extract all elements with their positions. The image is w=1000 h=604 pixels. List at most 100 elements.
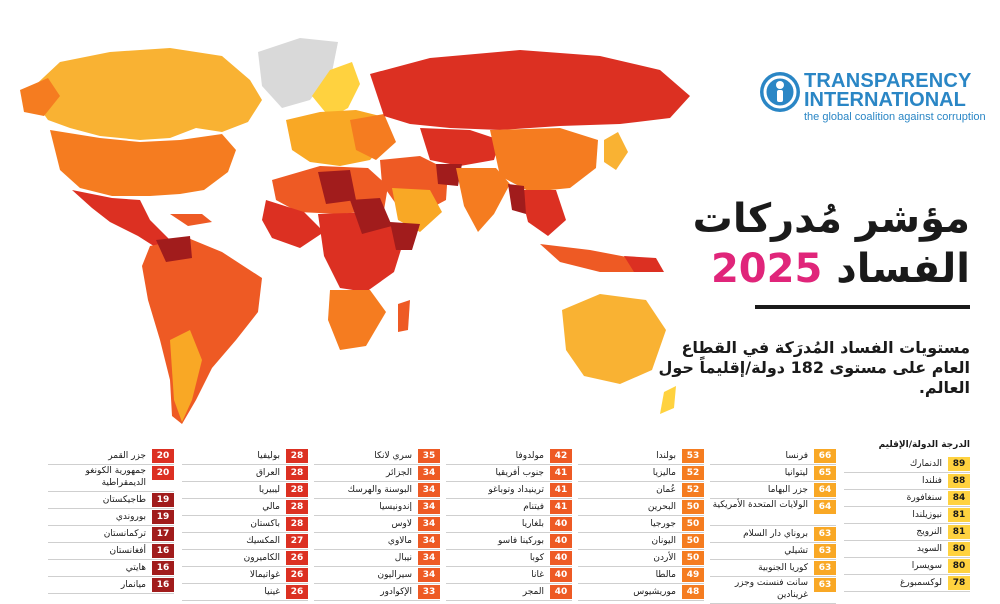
score-row: 26 غينيا (182, 584, 308, 601)
score-badge: 50 (682, 517, 704, 531)
arabia-region (392, 188, 442, 232)
chile-argentina-region (170, 330, 202, 422)
score-row: 63 سانت فنسنت وجزر غرينادين (710, 577, 836, 604)
logo-line-2: INTERNATIONAL (804, 89, 966, 111)
score-badge: 63 (814, 544, 836, 558)
country-name: جمهورية الكونغو الديمقراطية (85, 466, 146, 488)
score-row: 84 سنغافورة (844, 490, 970, 507)
score-badge: 33 (418, 585, 440, 599)
score-badge: 34 (418, 466, 440, 480)
score-row: 34 مالاوي (314, 533, 440, 550)
score-badge: 52 (682, 466, 704, 480)
score-row: 63 تشيلي (710, 543, 836, 560)
score-row: 48 موريشيوس (578, 584, 704, 601)
caribbean-region (170, 214, 212, 226)
page-title-line-1: مؤشر مُدركات (692, 196, 970, 242)
country-name: جزر القمر (108, 451, 146, 461)
country-name: تركمانستان (103, 529, 146, 539)
score-row: 52 ماليزيا (578, 465, 704, 482)
score-badge: 34 (418, 551, 440, 565)
score-badge: 28 (286, 466, 308, 480)
country-name: موريشيوس (633, 587, 676, 597)
country-name: ليتوانيا (784, 468, 808, 478)
score-row: 28 العراق (182, 465, 308, 482)
score-row: 50 اليونان (578, 533, 704, 550)
score-badge: 26 (286, 568, 308, 582)
japan-region (604, 132, 628, 170)
country-name: غينيا (264, 587, 280, 597)
country-name: مالاوي (387, 536, 412, 546)
south-america-region (142, 238, 262, 424)
transparency-international-logo: TRANSPARENCY INTERNATIONAL the global co… (760, 68, 986, 128)
country-name: مالي (262, 502, 280, 512)
country-name: بوروندي (115, 512, 146, 522)
score-badge: 53 (682, 449, 704, 463)
country-name: كوبا (529, 553, 544, 563)
myanmar-region (508, 184, 526, 214)
score-badge: 41 (550, 500, 572, 514)
score-row: 34 إندونيسيا (314, 499, 440, 516)
score-badge: 66 (814, 449, 836, 463)
scandinavia-region (312, 62, 360, 118)
score-badge: 52 (682, 483, 704, 497)
country-name: مولدوفا (515, 451, 544, 461)
score-row: 52 عُمان (578, 482, 704, 499)
score-row: 34 سيراليون (314, 567, 440, 584)
score-badge: 50 (682, 551, 704, 565)
score-row: 49 مالطا (578, 567, 704, 584)
country-name: فيتنام (523, 502, 544, 512)
score-badge: 64 (814, 500, 836, 514)
score-row: 41 جنوب أفريقيا (446, 465, 572, 482)
logo-tagline: the global coalition against corruption (804, 111, 986, 123)
score-row: 28 ليبيريا (182, 482, 308, 499)
country-name: باكستان (250, 519, 280, 529)
score-badge: 28 (286, 449, 308, 463)
score-row: 50 البحرين (578, 499, 704, 516)
score-row: 16 أفغانستان (48, 543, 174, 560)
score-badge: 40 (550, 534, 572, 548)
score-row: 65 ليتوانيا (710, 465, 836, 482)
russia-region (370, 50, 690, 130)
score-row: 34 لاوس (314, 516, 440, 533)
score-badge: 50 (682, 500, 704, 514)
score-badge: 28 (286, 483, 308, 497)
score-row: 16 هايتي (48, 560, 174, 577)
country-name: الجزائر (386, 468, 412, 478)
score-row: 53 بولندا (578, 448, 704, 465)
score-badge: 40 (550, 551, 572, 565)
score-badge: 81 (948, 525, 970, 539)
country-name: نيبال (394, 553, 412, 563)
table-header: الدرجة الدولة/الإقليم (878, 440, 970, 450)
country-name: بروناي دار السلام (743, 529, 808, 539)
score-row: 41 فيتنام (446, 499, 572, 516)
score-row: 17 تركمانستان (48, 526, 174, 543)
score-row: 88 فنلندا (844, 473, 970, 490)
score-column: 66 فرنسا 65 ليتوانيا 64 جزر البهاما 64 الولايات… (710, 448, 836, 604)
score-badge: 20 (152, 466, 174, 480)
score-row: 28 باكستان (182, 516, 308, 533)
alaska-region (20, 78, 60, 116)
score-badge: 48 (682, 585, 704, 599)
score-row: 20 جزر القمر (48, 448, 174, 465)
country-name: أفغانستان (109, 546, 147, 556)
logo-line-1: TRANSPARENCY (804, 70, 972, 92)
venezuela-region (156, 236, 192, 262)
country-name: سانت فنسنت وجزر غرينادين (734, 578, 808, 600)
score-badge: 80 (948, 559, 970, 573)
country-name: سري لانكا (374, 451, 412, 461)
country-name: كوريا الجنوبية (758, 563, 808, 573)
score-row: 26 الكاميرون (182, 550, 308, 567)
score-row: 66 فرنسا (710, 448, 836, 465)
score-badge: 88 (948, 474, 970, 488)
country-name: غانا (531, 570, 544, 580)
score-badge: 64 (814, 483, 836, 497)
score-row: 28 مالي (182, 499, 308, 516)
score-badge: 17 (152, 527, 174, 541)
score-row: 33 الإكوادور (314, 584, 440, 601)
country-name: إندونيسيا (379, 502, 412, 512)
southern-africa-region (328, 290, 386, 350)
country-name: سويسرا (911, 561, 942, 571)
page-title-prefix: الفساد (836, 246, 970, 292)
score-row: 42 مولدوفا (446, 448, 572, 465)
score-row: 40 كوبا (446, 550, 572, 567)
